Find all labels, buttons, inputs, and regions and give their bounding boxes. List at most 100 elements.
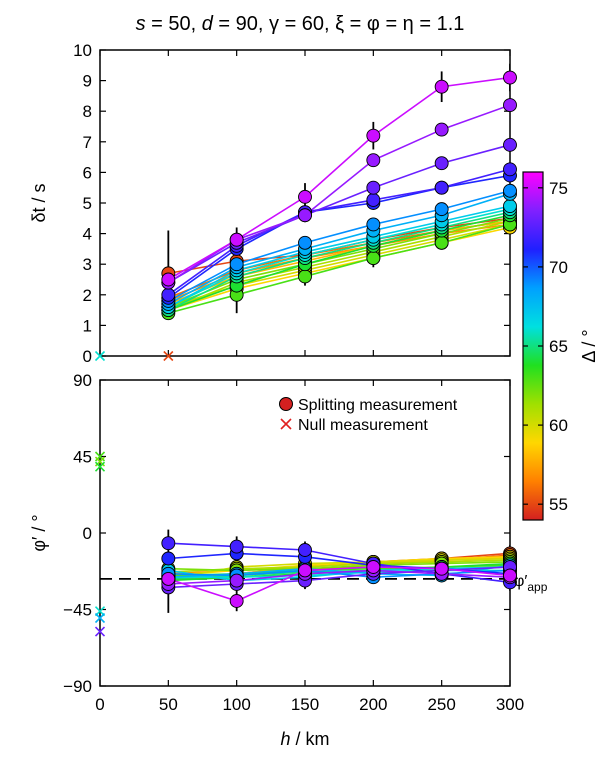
delta-t-point [366,128,381,143]
delta-t-point [298,235,312,250]
delta-t-point [366,192,381,207]
delta-t-point [161,287,176,302]
phi-series-line [168,556,510,577]
title-d: d [202,13,214,35]
delta-t-series-line [167,208,510,308]
xtick-label: 250 [427,695,455,714]
delta-t-series-line [167,193,510,305]
delta-t-error-bars [167,63,510,317]
phi-series-line [168,559,510,573]
ylabel-delta-unit: / s [29,183,49,207]
delta-t-point [298,189,312,204]
delta-t-point [503,162,517,177]
delta-t-point [434,180,449,195]
top-ytick-label: 6 [83,163,92,182]
bottom-ytick-label: 45 [73,448,92,467]
phi-series-line [168,561,510,572]
delta-t-series-line [168,223,510,314]
delta-t-series-line [167,168,510,296]
phi-null-marker [94,612,106,624]
null-cross-stroke [94,461,106,472]
delta-t-series-line [167,211,510,311]
delta-t-series-line [167,174,510,299]
delta-t-point [503,70,517,85]
bottom-ytick-label: 0 [83,524,92,543]
top-panel-ylabel: δt / s [29,183,49,222]
phi-point [229,594,244,608]
delta-t-point [503,98,517,113]
delta-t-point [298,269,312,284]
delta-t-point [434,156,449,171]
xtick-label: 150 [291,695,319,714]
delta-t-series-line [168,217,510,308]
title-d-eq: = 90, γ = 60, ξ = φ = η = 1.1 [213,13,465,35]
xtick-label: 200 [359,695,387,714]
delta-t-point [366,180,381,195]
delta-t-point [161,272,176,287]
top-ytick-label: 0 [83,347,92,366]
xtick-label: 50 [159,695,178,714]
delta-t-series-line [167,144,510,284]
phi-point [298,543,312,557]
legend-null-marker [280,418,292,430]
phi-app-label-sub: app [527,580,547,594]
delta-t-point [298,208,312,223]
null-cross-stroke [94,350,106,362]
bottom-panel-ylabel: φ′ / ° [29,514,49,551]
delta-t-series-line [168,220,510,305]
x-axis-ticks: 0 50 100 150 200 250 300 [95,50,524,714]
delta-t-point [434,235,449,250]
phi-point [161,551,176,566]
delta-t-null-marker [163,350,174,362]
top-ytick-label: 9 [83,72,92,91]
phi-series-line [168,542,510,584]
phi-point [503,568,517,583]
phi-app-label-main: φ′ [514,573,527,590]
phi-series-line [168,566,510,602]
delta-t-point [434,202,449,217]
top-ytick-label: 4 [83,225,92,244]
x-axis-label: h / km [280,729,329,749]
delta-t-series-line [168,214,510,311]
delta-t-series-lines [167,76,510,314]
null-cross-stroke [163,350,174,362]
delta-t-point [366,217,381,232]
top-ytick-label: 10 [73,41,92,60]
ylabel-delta: δt [29,207,49,222]
null-cross-stroke [94,612,106,624]
xtick-label: 0 [95,695,104,714]
delta-t-series-line [167,205,510,308]
legend-splitting-marker [279,397,293,411]
bottom-ytick-label: 90 [73,371,92,390]
legend-splitting-label: Splitting measurement [298,397,458,414]
phi-series-points [161,536,517,608]
delta-t-null-marker [94,350,106,362]
colorbar-tick-label: 60 [549,416,568,435]
delta-t-point [503,137,517,152]
phi-point [366,560,381,574]
colorbar-ticks: 55 60 65 70 75 [523,179,568,514]
delta-t-series-line [167,189,510,302]
phi-series-line [168,569,510,585]
xlabel-unit: / km [291,729,330,749]
delta-t-series-line [167,76,510,281]
top-ytick-label: 5 [83,194,92,213]
delta-t-point [366,153,381,168]
phi-point [298,563,312,578]
colorbar-tick-label: 55 [549,495,568,514]
top-ytick-label: 8 [83,102,92,121]
null-cross-stroke [94,626,106,637]
phi-point [434,561,449,576]
legend-null-label: Null measurement [298,417,428,434]
xtick-label: 100 [222,695,250,714]
phi-null-marker [94,626,106,637]
delta-t-point [229,232,244,247]
colorbar-tick-label: 65 [549,337,568,356]
title-s-eq: = 50, [146,13,202,35]
top-ytick-label: 1 [83,316,92,335]
delta-t-point [229,257,244,272]
phi-null-marker [94,461,106,472]
legend: Splitting measurement Null measurement [279,397,458,434]
phi-series-lines [168,542,510,602]
